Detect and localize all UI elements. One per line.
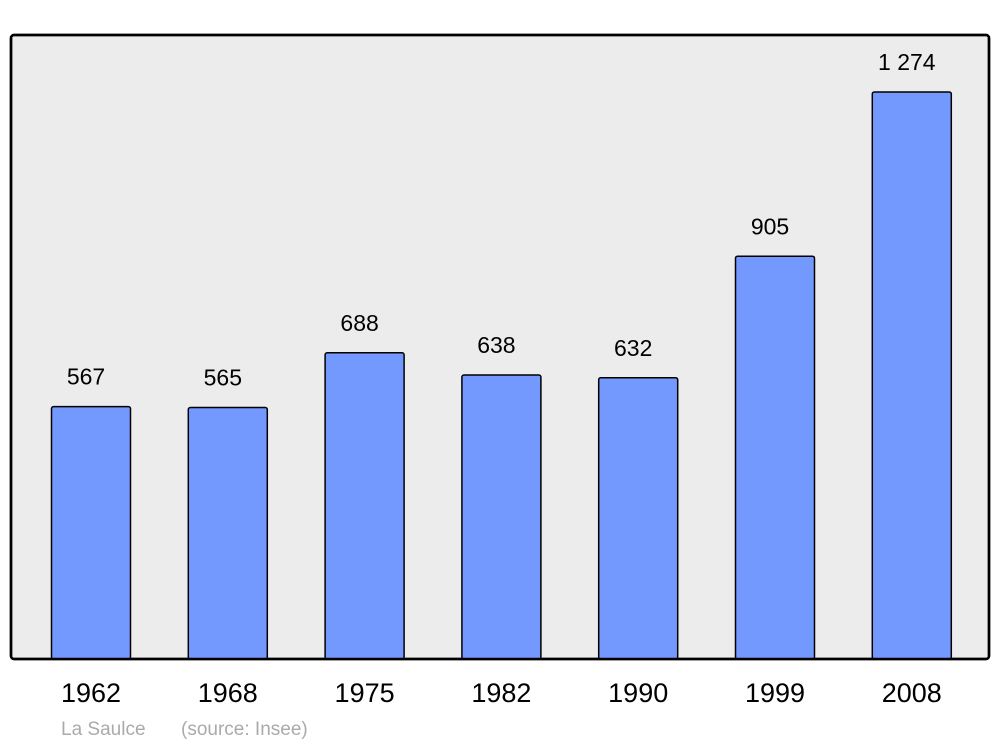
caption: La Saulce <box>61 719 146 740</box>
x-tick-label: 1999 <box>745 678 805 708</box>
x-tick-label: 1968 <box>198 678 258 708</box>
bar <box>50 405 132 660</box>
value-label: 638 <box>477 332 515 358</box>
bar <box>187 406 269 660</box>
x-tick-label: 1982 <box>471 678 531 708</box>
bar <box>597 376 679 660</box>
value-label: 905 <box>751 213 789 239</box>
value-label: 632 <box>614 335 652 361</box>
x-tick-label: 1990 <box>608 678 668 708</box>
bar <box>734 255 816 660</box>
value-label: 565 <box>204 365 242 391</box>
x-tick-label: 1962 <box>61 678 121 708</box>
x-tick-label: 2008 <box>882 678 942 708</box>
bar <box>461 374 542 660</box>
value-label: 688 <box>340 310 378 336</box>
bar <box>324 352 405 660</box>
plot-area <box>9 33 991 661</box>
value-label: 1 274 <box>878 49 936 75</box>
value-label: 567 <box>67 364 105 390</box>
bar <box>871 91 953 660</box>
x-tick-label: 1975 <box>335 678 395 708</box>
source: (source: Insee) <box>181 719 308 740</box>
